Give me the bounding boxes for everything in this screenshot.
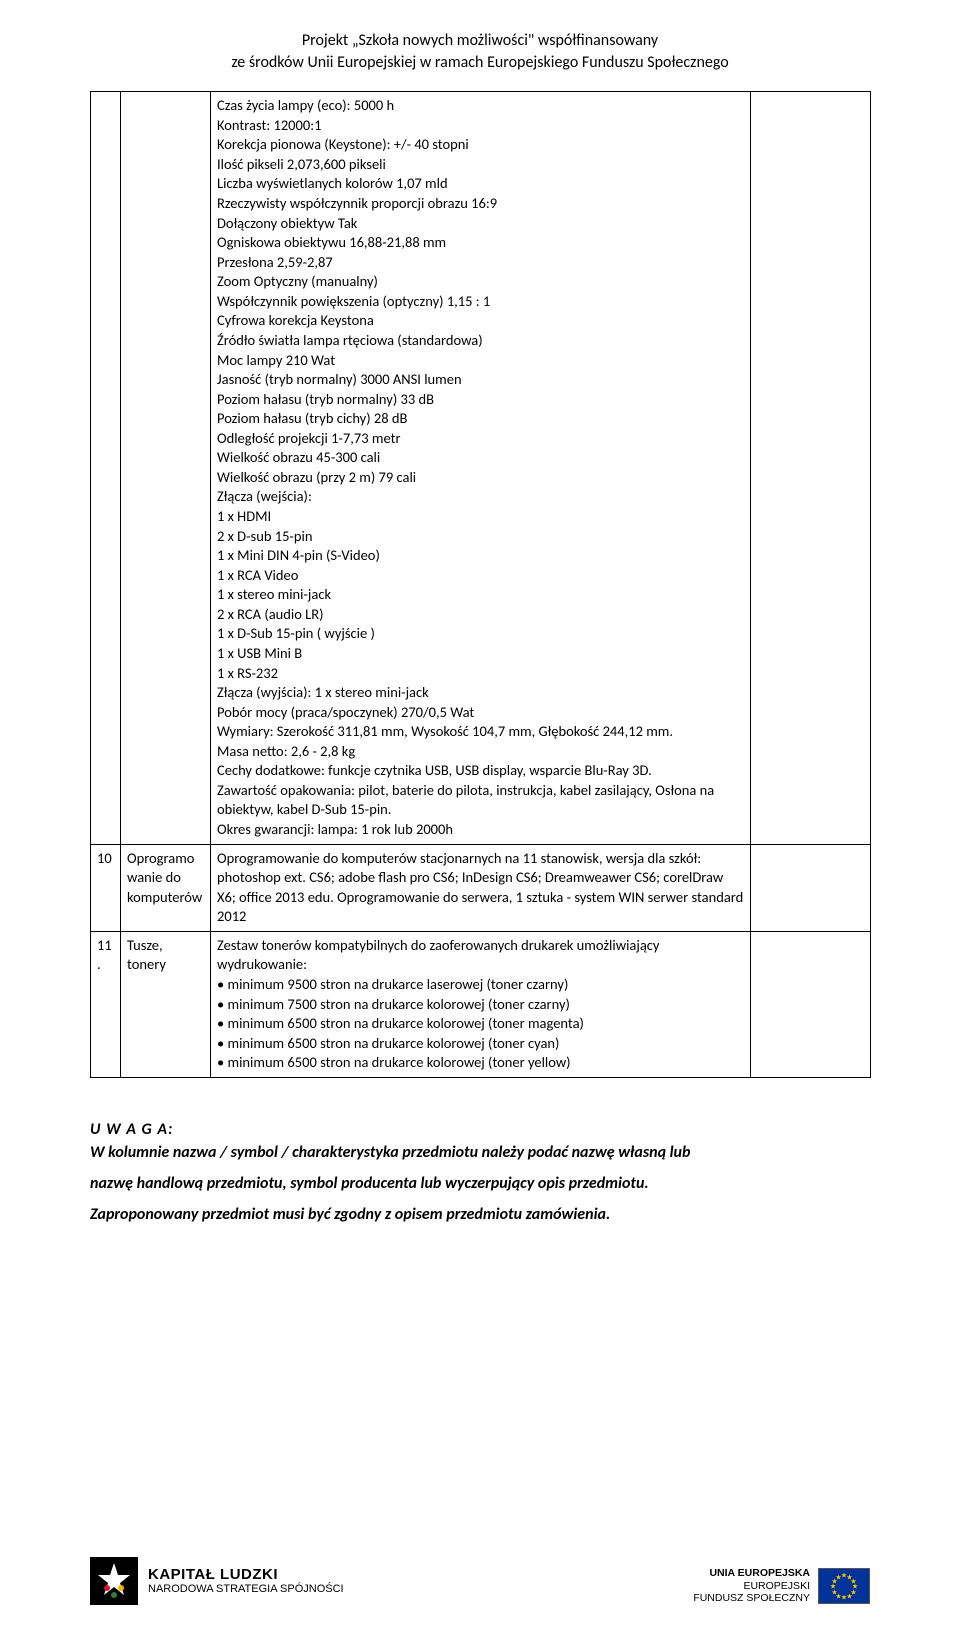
spec-line: Okres gwarancji: lampa: 1 rok lub 2000h (217, 820, 744, 840)
spec-line: Złącza (wyjścia): 1 x stereo mini-jack (217, 683, 744, 703)
eu-l1: UNIA EUROPEJSKA (693, 1567, 810, 1580)
spec-line: Jasność (tryb normalny) 3000 ANSI lumen (217, 370, 744, 390)
spec-line: Cechy dodatkowe: funkcje czytnika USB, U… (217, 761, 744, 781)
spec-line: Przesłona 2,59-2,87 (217, 253, 744, 273)
page-header: Projekt „Szkoła nowych możliwości" współ… (90, 30, 870, 73)
cell-number (91, 92, 121, 844)
spec-line: Wymiary: Szerokość 311,81 mm, Wysokość 1… (217, 722, 744, 742)
logo-eu: UNIA EUROPEJSKA EUROPEJSKI FUNDUSZ SPOŁE… (693, 1567, 870, 1605)
eu-star-icon: ★ (841, 1593, 847, 1602)
spec-line: Współczynnik powiększenia (optyczny) 1,1… (217, 292, 744, 312)
spec-line: Ilość pikseli 2,073,600 pikseli (217, 155, 744, 175)
logo-kapital-ludzki: KAPITAŁ LUDZKI NARODOWA STRATEGIA SPÓJNO… (90, 1557, 344, 1605)
spec-line: Dołączony obiektyw Tak (217, 214, 744, 234)
spec-line: Zoom Optyczny (manualny) (217, 272, 744, 292)
spec-line: Źródło światła lampa rtęciowa (standardo… (217, 331, 744, 351)
kl-subtitle: NARODOWA STRATEGIA SPÓJNOŚCI (148, 1583, 344, 1596)
notice-block: U W A G A: W kolumnie nazwa / symbol / c… (90, 1118, 870, 1227)
spec-line: Poziom hałasu (tryb cichy) 28 dB (217, 409, 744, 429)
notice-p1a: W kolumnie nazwa / symbol / charakteryst… (90, 1141, 870, 1164)
header-line-1: Projekt „Szkoła nowych możliwości" współ… (90, 30, 870, 52)
spec-line: • minimum 6500 stron na drukarce kolorow… (217, 1014, 744, 1034)
table-row: 11.Tusze, toneryZestaw tonerów kompatybi… (91, 931, 871, 1077)
spec-line: • minimum 6500 stron na drukarce kolorow… (217, 1034, 744, 1054)
spec-line: Poziom hałasu (tryb normalny) 33 dB (217, 390, 744, 410)
cell-name: Tusze, tonery (121, 931, 211, 1077)
kl-star-icon (90, 1557, 138, 1605)
cell-empty (751, 92, 871, 844)
spec-line: 2 x D-sub 15-pin (217, 527, 744, 547)
spec-line: Odległość projekcji 1-7,73 metr (217, 429, 744, 449)
spec-line: 1 x RCA Video (217, 566, 744, 586)
spec-line: 1 x D-Sub 15-pin ( wyjście ) (217, 624, 744, 644)
cell-number: 10 (91, 844, 121, 931)
spec-line: Moc lampy 210 Wat (217, 351, 744, 371)
spec-line: Zestaw tonerów kompatybilnych do zaofero… (217, 936, 744, 975)
spec-line: Rzeczywisty współczynnik proporcji obraz… (217, 194, 744, 214)
cell-spec: Zestaw tonerów kompatybilnych do zaofero… (211, 931, 751, 1077)
spec-line: Złącza (wejścia): (217, 487, 744, 507)
kl-title: KAPITAŁ LUDZKI (148, 1566, 344, 1583)
spec-line: Oprogramowanie do komputerów stacjonarny… (217, 849, 744, 927)
spec-line: Pobór mocy (praca/spoczynek) 270/0,5 Wat (217, 703, 744, 723)
spec-line: Wielkość obrazu (przy 2 m) 79 cali (217, 468, 744, 488)
kl-text: KAPITAŁ LUDZKI NARODOWA STRATEGIA SPÓJNO… (148, 1566, 344, 1596)
spec-line: • minimum 9500 stron na drukarce laserow… (217, 975, 744, 995)
cell-spec: Oprogramowanie do komputerów stacjonarny… (211, 844, 751, 931)
footer: KAPITAŁ LUDZKI NARODOWA STRATEGIA SPÓJNO… (0, 1557, 960, 1605)
eu-star-icon: ★ (835, 1572, 841, 1581)
spec-line: Zawartość opakowania: pilot, baterie do … (217, 781, 744, 820)
spec-line: 1 x RS-232 (217, 664, 744, 684)
eu-l3: FUNDUSZ SPOŁECZNY (693, 1592, 810, 1605)
spec-line: Cyfrowa korekcja Keystona (217, 311, 744, 331)
spec-line: 1 x HDMI (217, 507, 744, 527)
eu-flag-icon: ★★★★★★★★★★★★ (818, 1568, 870, 1604)
cell-name: Oprogramowanie do komputerów (121, 844, 211, 931)
spec-line: Czas życia lampy (eco): 5000 h (217, 96, 744, 116)
spec-line: • minimum 7500 stron na drukarce kolorow… (217, 995, 744, 1015)
eu-text: UNIA EUROPEJSKA EUROPEJSKI FUNDUSZ SPOŁE… (693, 1567, 810, 1605)
cell-number: 11. (91, 931, 121, 1077)
spec-line: Ogniskowa obiektywu 16,88-21,88 mm (217, 233, 744, 253)
spec-line: 1 x Mini DIN 4-pin (S-Video) (217, 546, 744, 566)
spec-line: Korekcja pionowa (Keystone): +/- 40 stop… (217, 135, 744, 155)
table-row: Czas życia lampy (eco): 5000 hKontrast: … (91, 92, 871, 844)
spec-line: Liczba wyświetlanych kolorów 1,07 mld (217, 174, 744, 194)
notice-p2: Zaproponowany przedmiot musi być zgodny … (90, 1203, 870, 1226)
page: Projekt „Szkoła nowych możliwości" współ… (0, 0, 960, 1625)
notice-p1b: nazwę handlową przedmiotu, symbol produc… (90, 1172, 870, 1195)
cell-empty (751, 844, 871, 931)
spec-line: Masa netto: 2,6 - 2,8 kg (217, 742, 744, 762)
spec-line: • minimum 6500 stron na drukarce kolorow… (217, 1053, 744, 1073)
eu-l2: EUROPEJSKI (693, 1580, 810, 1593)
spec-line: 2 x RCA (audio LR) (217, 605, 744, 625)
cell-spec: Czas życia lampy (eco): 5000 hKontrast: … (211, 92, 751, 844)
cell-name (121, 92, 211, 844)
cell-empty (751, 931, 871, 1077)
eu-star-icon: ★ (846, 1591, 852, 1600)
header-line-2: ze środków Unii Europejskiej w ramach Eu… (90, 52, 870, 74)
table-row: 10Oprogramowanie do komputerówOprogramow… (91, 844, 871, 931)
spec-line: 1 x USB Mini B (217, 644, 744, 664)
spec-line: 1 x stereo mini-jack (217, 585, 744, 605)
notice-title: U W A G A: (90, 1118, 870, 1141)
spec-table: Czas życia lampy (eco): 5000 hKontrast: … (90, 91, 871, 1078)
spec-line: Wielkość obrazu 45-300 cali (217, 448, 744, 468)
spec-line: Kontrast: 12000:1 (217, 116, 744, 136)
